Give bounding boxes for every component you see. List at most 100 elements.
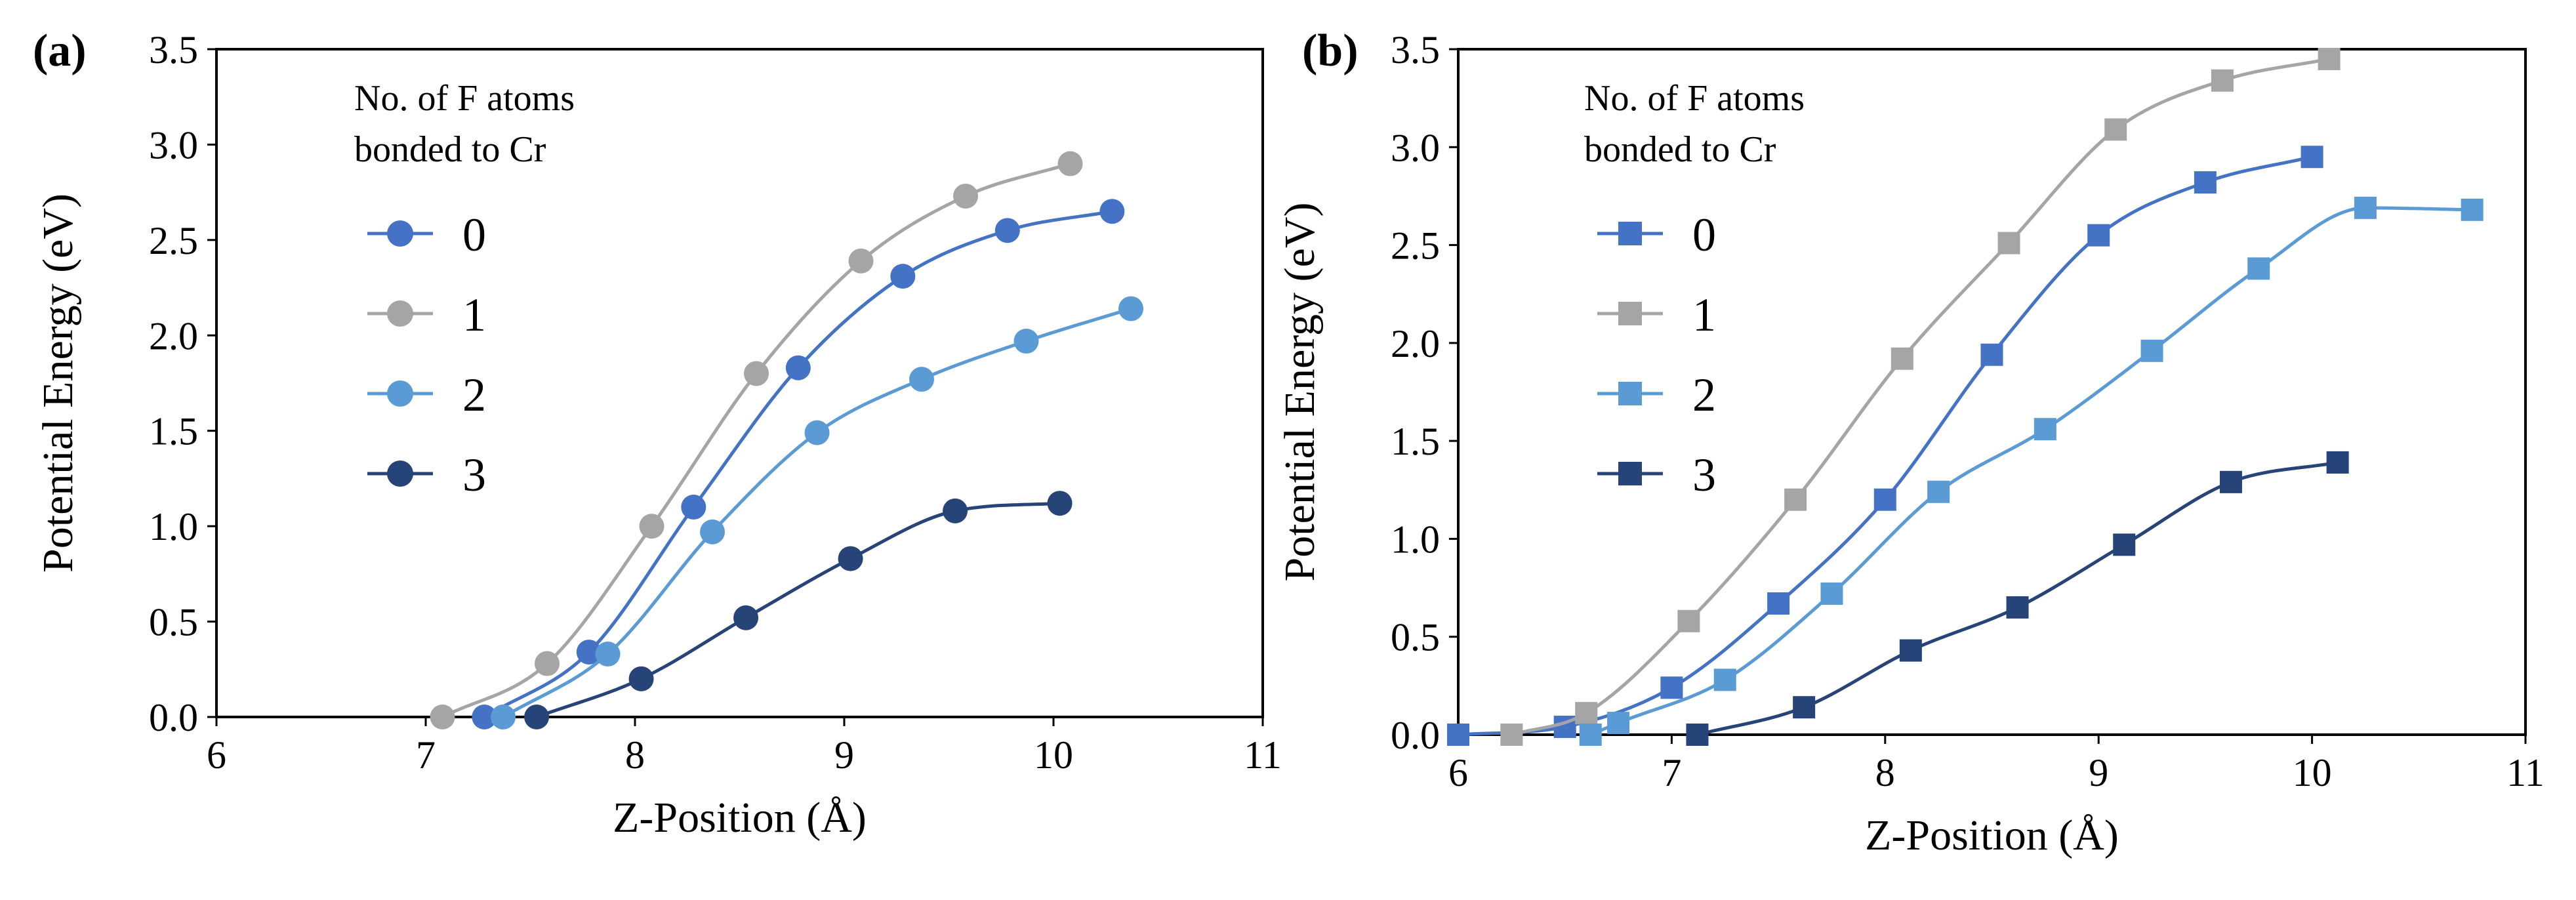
y-tick-label: 2.0 [149, 314, 198, 358]
data-point [2113, 533, 2136, 556]
y-tick-label: 1.5 [1391, 420, 1440, 463]
data-point [1767, 592, 1790, 615]
y-tick-label: 1.0 [149, 505, 198, 548]
data-point [2034, 418, 2056, 441]
legend-label: 2 [1692, 369, 1716, 421]
data-point [1997, 232, 2020, 255]
y-tick-label: 0.0 [149, 696, 198, 739]
legend-label: 1 [462, 289, 486, 341]
data-point [1873, 488, 1896, 511]
data-point [628, 666, 654, 691]
series-1 [430, 151, 1083, 729]
data-point [2326, 451, 2349, 474]
series-0 [1447, 146, 2323, 746]
data-point [1660, 676, 1683, 699]
legend: No. of F atoms bonded to Cr 0 1 2 3 [1584, 78, 1805, 501]
legend-marker [1618, 462, 1642, 485]
data-point [744, 361, 769, 386]
data-point [595, 642, 621, 667]
series-1 [1500, 47, 2341, 746]
data-point [700, 519, 726, 544]
legend: No. of F atoms bonded to Cr 0 1 2 3 [354, 78, 575, 501]
legend-title: No. of F atoms [354, 78, 575, 119]
legend-marker [387, 380, 413, 407]
x-tick-label: 9 [2089, 751, 2108, 794]
data-point [1057, 151, 1083, 176]
y-tick-label: 2.0 [1391, 322, 1440, 365]
y-axis-label: Potential Energy (eV) [1276, 203, 1324, 582]
chart-panel-a: 6 7 8 9 10 110.00.51.01.52.02.53.03.5Z-Positi… [33, 26, 1282, 842]
legend-marker [1618, 302, 1642, 325]
series-0 [472, 199, 1125, 729]
x-axis-label: Z-Position (Å) [613, 794, 867, 842]
x-axis-label: Z-Position (Å) [1865, 811, 2119, 859]
y-tick-label: 3.5 [149, 28, 198, 72]
legend-title: bonded to Cr [1584, 129, 1776, 170]
y-tick-label: 0.5 [1391, 616, 1440, 659]
legend-label: 3 [1692, 449, 1716, 501]
data-point [1820, 583, 1843, 605]
y-tick-label: 0.5 [149, 601, 198, 644]
series-line [1458, 155, 2313, 737]
legend-label: 2 [462, 369, 486, 421]
series-3 [1686, 451, 2349, 746]
data-point [890, 264, 916, 289]
data-point [1980, 343, 2003, 366]
data-point [848, 248, 874, 274]
data-point [2211, 69, 2234, 92]
data-point [1784, 488, 1807, 511]
data-point [524, 705, 550, 729]
data-point [576, 640, 602, 665]
x-tick-label: 10 [1034, 733, 1073, 777]
data-point [1099, 199, 1125, 224]
y-tick-label: 3.5 [1391, 28, 1440, 72]
data-point [1891, 347, 1913, 370]
y-tick-label: 2.5 [149, 219, 198, 262]
data-point [785, 355, 811, 380]
data-point [2461, 198, 2484, 221]
series-3 [524, 491, 1073, 729]
x-tick-label: 9 [834, 733, 854, 777]
x-tick-label: 6 [207, 733, 226, 777]
data-point [1607, 712, 1630, 735]
data-point [953, 183, 979, 209]
data-point [994, 218, 1020, 243]
data-point [2087, 224, 2110, 247]
data-point [1118, 296, 1144, 321]
data-point [1575, 702, 1598, 725]
y-tick-label: 2.5 [1391, 224, 1440, 268]
chart-panel-b: 6 7 8 9 10 110.00.51.01.52.02.53.03.5Z-Positi… [1276, 26, 2545, 859]
data-point [1047, 491, 1073, 516]
legend-title: No. of F atoms [1584, 78, 1805, 119]
x-tick-label: 7 [1662, 751, 1681, 794]
legend-marker [387, 300, 413, 327]
legend-marker [387, 220, 413, 247]
x-tick-label: 10 [2293, 751, 2332, 794]
y-tick-label: 3.0 [1391, 126, 1440, 169]
y-tick-label: 1.0 [1391, 518, 1440, 561]
data-point [804, 420, 830, 445]
data-point [2300, 146, 2323, 169]
y-tick-label: 1.5 [149, 410, 198, 453]
data-point [1579, 724, 1602, 746]
data-point [1500, 724, 1523, 746]
y-tick-label: 3.0 [149, 123, 198, 167]
plot-frame [1457, 48, 2527, 736]
legend-label: 0 [462, 209, 486, 261]
data-point [2318, 47, 2341, 70]
data-point [1899, 639, 1922, 662]
data-point [1013, 329, 1039, 354]
y-axis-label: Potential Energy (eV) [34, 194, 82, 573]
panel-label: (b) [1302, 26, 1359, 76]
data-point [2104, 118, 2127, 141]
data-point [1677, 609, 1700, 632]
legend-label: 3 [462, 449, 486, 501]
data-point [733, 605, 759, 630]
series-line [483, 209, 1113, 719]
x-tick-label: 7 [416, 733, 436, 777]
legend-marker [1618, 382, 1642, 405]
data-point [2194, 171, 2217, 194]
plot-frame [215, 48, 1264, 718]
x-tick-label: 11 [1244, 733, 1282, 777]
